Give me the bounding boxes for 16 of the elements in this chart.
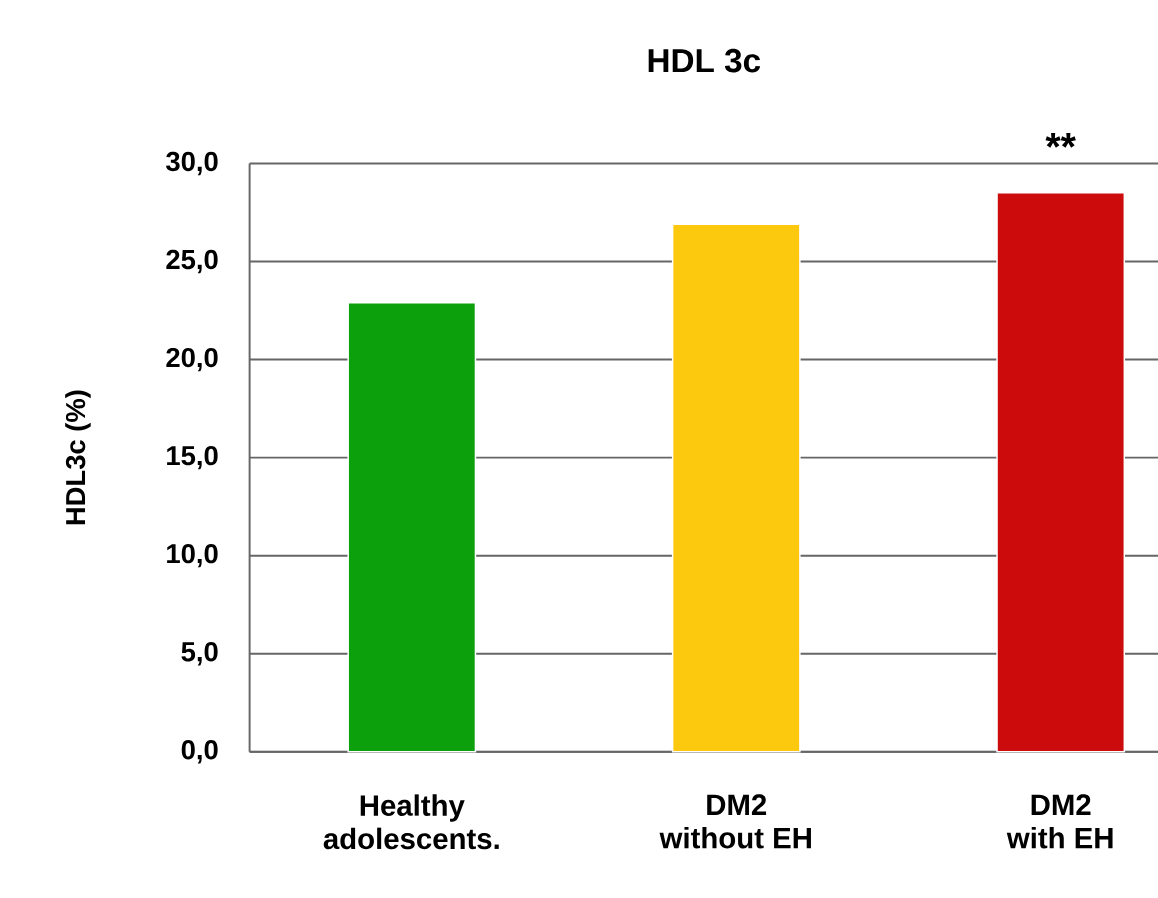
bar: [347, 302, 477, 753]
x-tick-label: Healthy adolescents.: [323, 794, 499, 850]
y-tick-label: 10,0: [167, 544, 218, 568]
bar: [996, 192, 1126, 753]
y-tick-label: 15,0: [167, 446, 218, 470]
x-tick-label: DM2 with EH: [1006, 794, 1113, 849]
y-tick-label: 25,0: [166, 250, 218, 274]
y-tick-label: 5,0: [181, 642, 218, 666]
x-tick-label: DM2 without EH: [659, 794, 811, 849]
bar: [671, 223, 801, 753]
annotation: **: [1045, 133, 1076, 148]
chart-title: HDL 3c: [648, 49, 761, 73]
y-tick-label: 20,0: [166, 348, 218, 372]
y-tick-label: 30,0: [166, 151, 218, 176]
y-tick-label: 0,0: [181, 740, 218, 764]
y-axis-title: HDL3c (%): [65, 390, 91, 525]
